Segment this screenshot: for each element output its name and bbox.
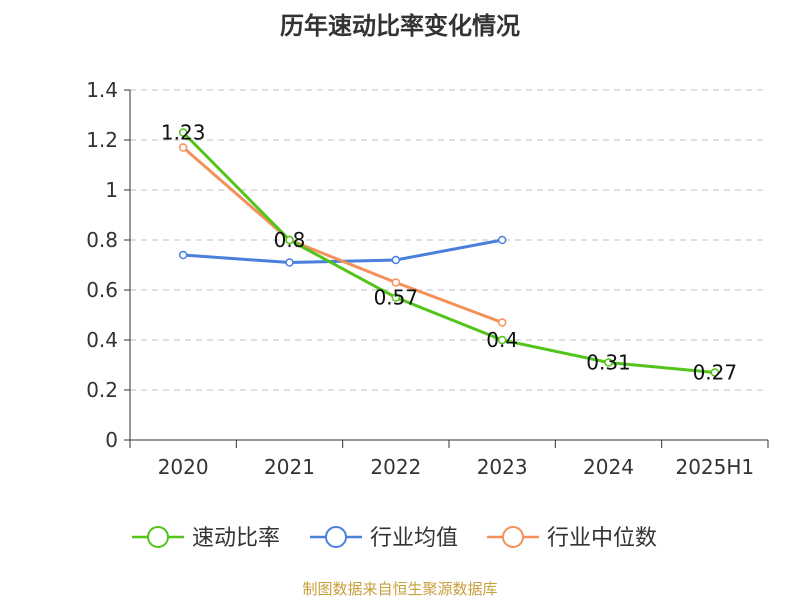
y-tick-label: 1 [105, 178, 118, 202]
series-point [391, 255, 401, 265]
series-point [178, 143, 188, 152]
series-point [178, 128, 188, 137]
legend-label: 行业均值 [370, 526, 458, 551]
grid-lines [130, 89, 768, 391]
series-point [497, 318, 507, 327]
data-label: 0.27 [693, 361, 738, 385]
x-tick-label: 2021 [264, 455, 315, 479]
data-label: 1.23 [161, 121, 206, 145]
series-point [497, 335, 507, 345]
data-label: 0.57 [374, 286, 419, 310]
series-point [285, 258, 294, 267]
chart-title: 历年速动比率变化情况 [280, 12, 520, 40]
y-tick-label: 0.4 [86, 328, 118, 352]
data-label: 0.31 [586, 351, 631, 375]
legend-label: 行业中位数 [547, 526, 657, 551]
data-label: 0.4 [486, 328, 518, 352]
legend: 速动比率 行业均值 行业中位数 [132, 526, 657, 551]
series-point [391, 293, 401, 302]
source-note: 制图数据来自恒生聚源数据库 [302, 580, 498, 598]
x-tick-label: 2025H1 [675, 455, 754, 479]
data-label: 0.8 [274, 228, 306, 252]
data-labels: 1.23 0.8 0.57 0.4 0.31 0.27 [161, 121, 737, 385]
series-point [604, 358, 613, 367]
y-tick-label: 0.2 [86, 378, 118, 402]
y-tick-label: 0.8 [86, 228, 118, 252]
x-tick-label: 2024 [583, 455, 634, 479]
series-point [710, 368, 720, 377]
series-point [391, 278, 401, 287]
x-tick-label: 2022 [370, 455, 421, 479]
legend-label: 速动比率 [192, 526, 280, 551]
legend-marker [147, 526, 169, 548]
y-tick-label: 1.2 [86, 128, 118, 152]
series-point [285, 235, 294, 245]
legend-marker [502, 526, 524, 548]
series-line [183, 238, 503, 264]
series-line [182, 131, 715, 374]
series-point [497, 235, 507, 245]
axes: 0 0.2 0.4 0.6 0.8 1 1.2 1.4 2020 2021 2022 2023 2024… [86, 78, 769, 479]
y-tick-label: 1.4 [86, 78, 118, 102]
x-tick-label: 2020 [158, 455, 209, 479]
legend-marker [325, 526, 347, 548]
series-lines [178, 128, 720, 377]
y-tick-label: 0.6 [86, 278, 118, 302]
y-tick-label: 0 [105, 428, 118, 452]
x-tick-label: 2023 [477, 455, 528, 479]
series-line [182, 146, 503, 324]
series-point [178, 250, 188, 260]
